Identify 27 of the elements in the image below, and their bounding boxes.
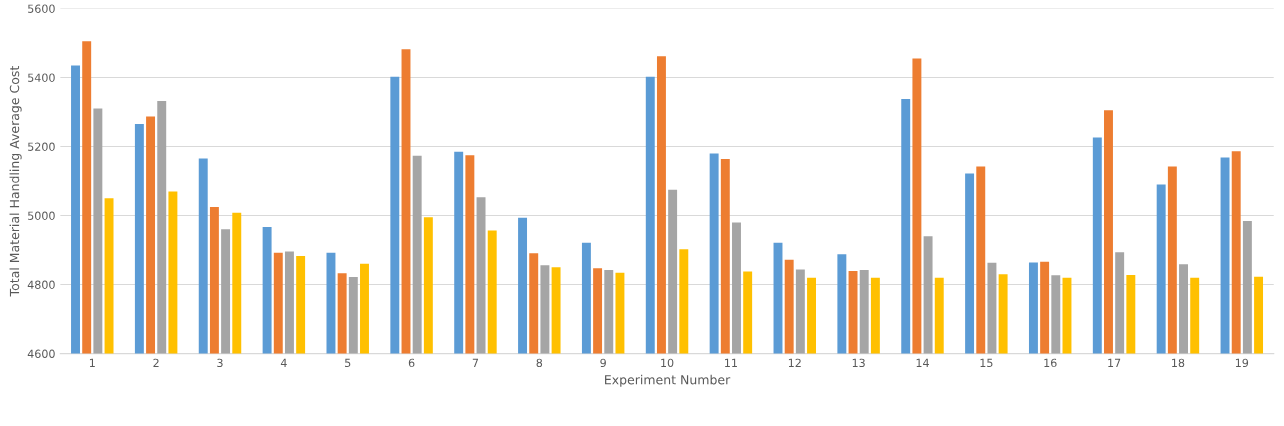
x-tick-label: 17	[1108, 358, 1121, 367]
y-tick-label: 5400	[28, 73, 55, 82]
x-tick-label: 10	[661, 358, 674, 368]
x-tick-label: 13	[852, 358, 865, 368]
y-tick-label: 4600	[27, 349, 55, 358]
x-tick-label: 7	[472, 358, 479, 367]
x-axis-title: Experiment Number	[605, 374, 731, 387]
y-tick-label: 5000	[28, 211, 55, 220]
x-tick-label: 9	[600, 358, 606, 368]
y-tick-label: 5200	[28, 142, 55, 151]
x-tick-label: 1	[89, 358, 95, 367]
x-tick-label: 6	[408, 358, 415, 368]
x-tick-label: 2	[153, 358, 159, 367]
y-tick-label: 5600	[28, 4, 55, 13]
x-tick-label: 14	[916, 358, 929, 367]
x-tick-label: 5	[345, 358, 351, 368]
x-tick-label: 18	[1172, 358, 1185, 368]
x-tick-label: 16	[1044, 358, 1057, 368]
y-axis-title: Total Material Handling Average Cost	[9, 66, 22, 297]
y-tick-label: 4800	[27, 280, 55, 289]
x-tick-label: 8	[536, 358, 543, 368]
x-tick-label: 15	[980, 358, 993, 368]
x-tick-label: 11	[725, 358, 737, 367]
x-tick-label: 3	[217, 358, 223, 368]
x-tick-label: 12	[788, 358, 801, 367]
x-tick-label: 4	[280, 358, 287, 367]
x-tick-label: 19	[1235, 358, 1249, 368]
